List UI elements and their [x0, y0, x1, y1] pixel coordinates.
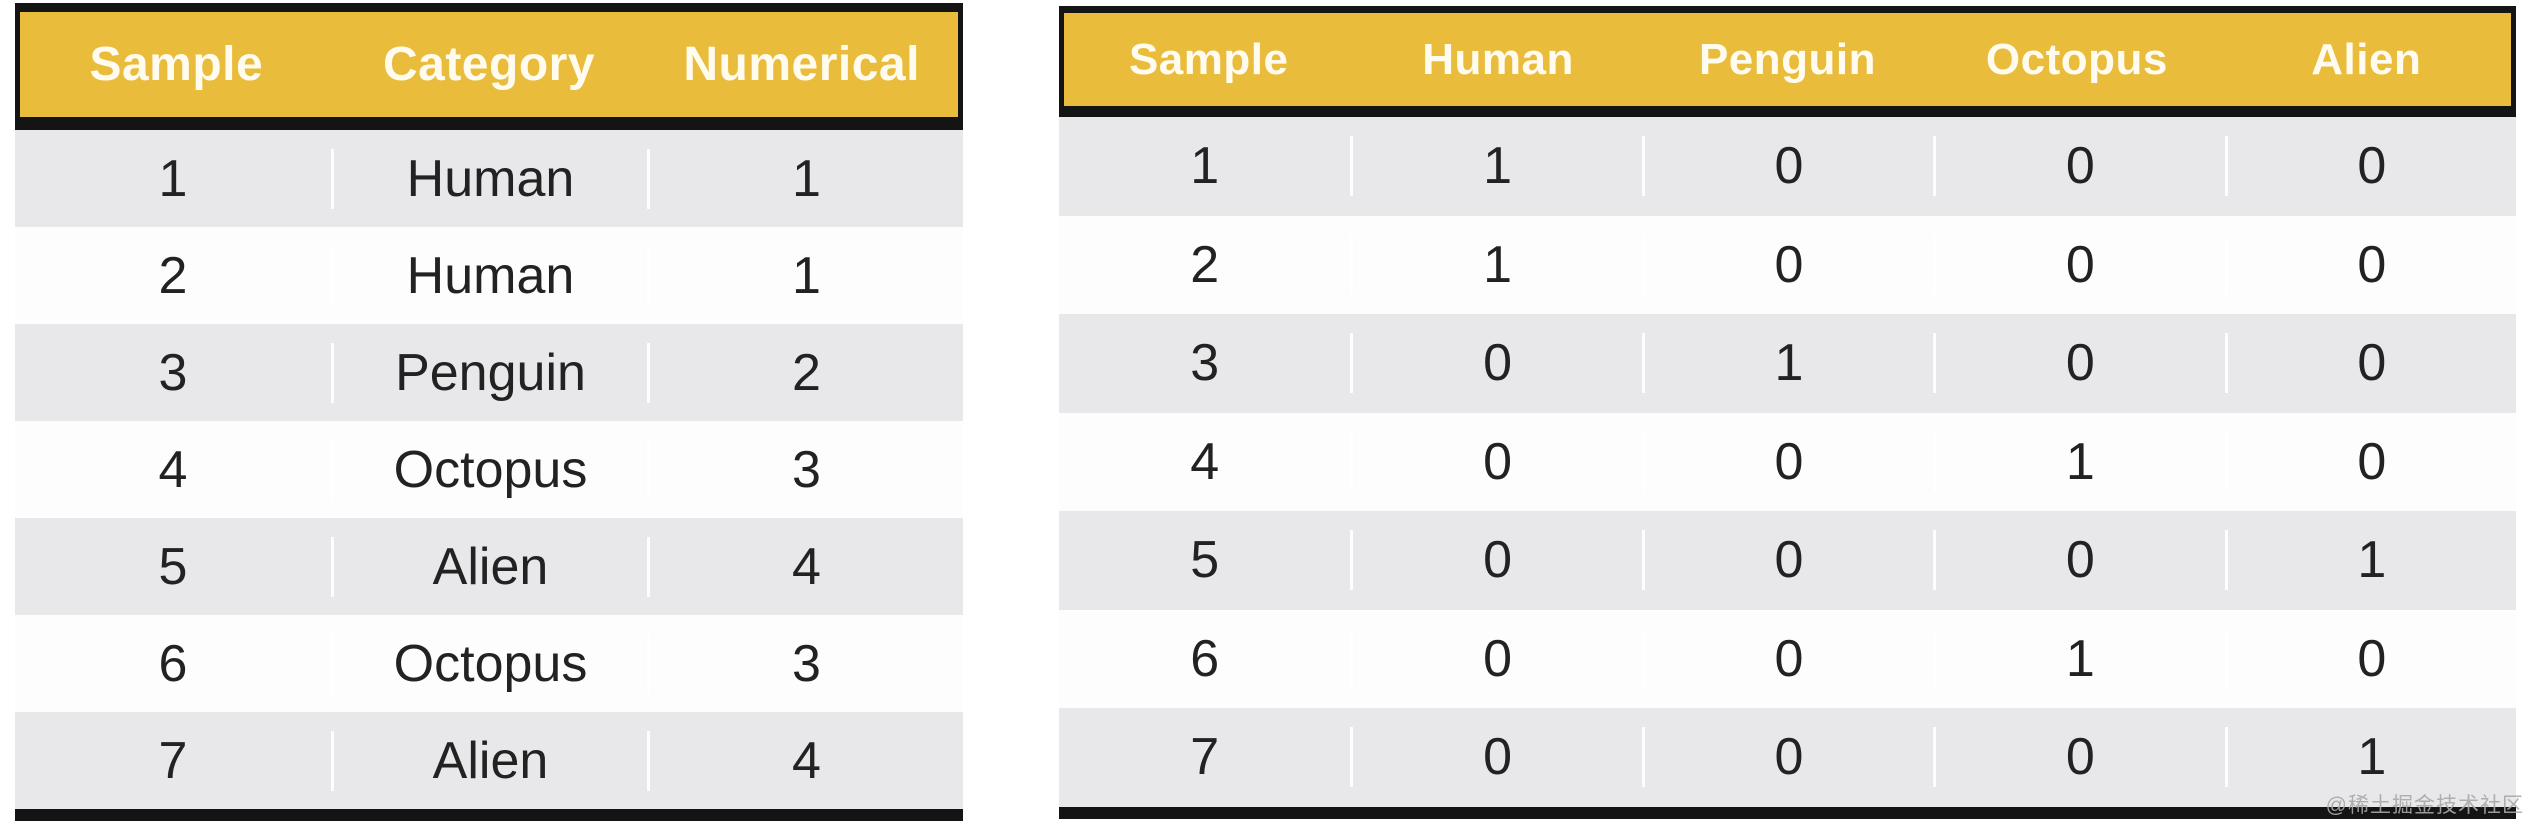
table-cell: 1 [1350, 234, 1641, 295]
table-row: 1 Human 1 [15, 130, 963, 227]
column-header: Sample [1128, 34, 1289, 84]
table-cell: 4 [1190, 432, 1220, 491]
table-cell: 0 [2224, 136, 2516, 197]
table-cell: 5 [158, 537, 188, 596]
table-cell: 0 [1641, 530, 1933, 591]
table-cell: 4 [647, 536, 963, 597]
table-cell: 0 [1641, 431, 1933, 492]
table-cell: 3 [647, 439, 963, 500]
table-cell: 0 [1933, 530, 2224, 591]
table-cell: 0 [1641, 136, 1933, 197]
table-row: 7 Alien 4 [15, 712, 963, 809]
table-cell: 5 [1190, 531, 1220, 590]
table-bottom-border [15, 809, 963, 821]
table-cell: Human [331, 148, 647, 209]
table-cell: 2 [158, 246, 188, 305]
table-row: 6 Octopus 3 [15, 615, 963, 712]
table-cell: 0 [1350, 727, 1641, 788]
table-row: 4 Octopus 3 [15, 421, 963, 518]
table-cell: 0 [1350, 530, 1641, 591]
column-header: Sample [89, 38, 264, 91]
table-cell: 2 [647, 342, 963, 403]
table-cell: 7 [158, 731, 188, 790]
table-cell: 1 [2224, 530, 2516, 591]
table-cell: Octopus [331, 633, 647, 694]
table-cell: 0 [1350, 628, 1641, 689]
table-cell: 6 [158, 634, 188, 693]
table-cell: 3 [647, 633, 963, 694]
table-cell: 0 [2224, 431, 2516, 492]
watermark: @稀土掘金技术社区 [2325, 794, 2524, 817]
table-cell: Penguin [331, 342, 647, 403]
table-cell: 1 [1190, 137, 1220, 196]
table-header-row: Sample Human Penguin Octopus Alien [1059, 6, 2516, 117]
column-header: Penguin [1698, 34, 1877, 84]
table-row: 3 Penguin 2 [15, 324, 963, 421]
table-cell: 1 [647, 245, 963, 306]
table-cell: 1 [1641, 333, 1933, 394]
table-cell: 0 [1933, 234, 2224, 295]
table-cell: 1 [2224, 727, 2516, 788]
table-bottom-border [1059, 806, 2516, 819]
table-cell: Alien [331, 730, 647, 791]
table-body: 1 Human 1 2 Human 1 3 Penguin 2 4 Octopus 3 5 Alien 4 6… [15, 130, 963, 809]
column-header: Octopus [1985, 34, 2168, 84]
table-cell: 0 [1933, 333, 2224, 394]
table-cell: Alien [331, 536, 647, 597]
table-cell: 1 [1933, 431, 2224, 492]
table-cell: 3 [1190, 334, 1220, 393]
categorical-data-table: Sample Category Numerical 1 Human 1 2 Human 1 3 P… [15, 3, 963, 821]
table-cell: 0 [1641, 727, 1933, 788]
table-cell: 0 [1933, 136, 2224, 197]
table-cell: 4 [647, 730, 963, 791]
table-cell: 2 [1190, 235, 1220, 294]
table-cell: Human [331, 245, 647, 306]
table-cell: 0 [2224, 628, 2516, 689]
table-cell: 0 [1641, 628, 1933, 689]
table-cell: 1 [1933, 628, 2224, 689]
table-cell: 4 [158, 440, 188, 499]
table-cell: 6 [1190, 629, 1220, 688]
column-header: Numerical [683, 38, 920, 91]
column-header: Human [1422, 34, 1574, 84]
table-cell: 0 [1350, 333, 1641, 394]
table-cell: 0 [2224, 234, 2516, 295]
table-cell: Octopus [331, 439, 647, 500]
column-header: Alien [2311, 34, 2422, 84]
table-cell: 3 [158, 343, 188, 402]
table-cell: 0 [1933, 727, 2224, 788]
table-header-row: Sample Category Numerical [15, 3, 963, 130]
table-cell: 1 [647, 148, 963, 209]
table-cell: 0 [2224, 333, 2516, 394]
table-row: 5 Alien 4 [15, 518, 963, 615]
table-row: 2 Human 1 [15, 227, 963, 324]
column-header: Category [382, 38, 596, 91]
table-cell: 1 [158, 149, 188, 208]
table-cell: 0 [1641, 234, 1933, 295]
table-cell: 7 [1190, 728, 1220, 787]
table-cell: 1 [1350, 136, 1641, 197]
table-cell: 0 [1350, 431, 1641, 492]
